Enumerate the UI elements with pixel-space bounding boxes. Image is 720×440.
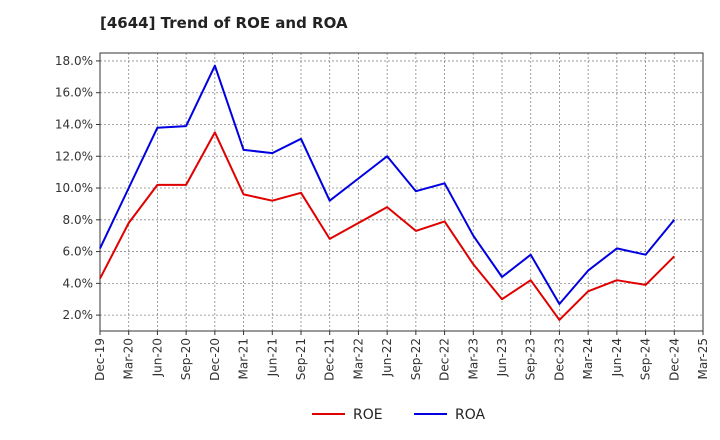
series-line-roe — [99, 131, 676, 321]
x-tick-label: Sep-20 — [179, 338, 193, 380]
legend-label-roe: ROE — [353, 407, 383, 423]
x-tick-label: Sep-22 — [409, 338, 423, 380]
y-tick-label: 18.0% — [55, 54, 93, 68]
y-tick-label: 8.0% — [63, 213, 94, 227]
x-tick-label: Jun-24 — [610, 338, 624, 377]
x-tick-label: Mar-23 — [466, 338, 480, 379]
x-tick-label: Mar-24 — [581, 338, 595, 379]
x-tick-label: Jun-20 — [150, 338, 164, 377]
y-tick-label: 6.0% — [63, 245, 94, 259]
y-tick-label: 12.0% — [55, 149, 93, 163]
x-tick-label: Dec-20 — [208, 338, 222, 381]
x-tick-label: Dec-22 — [438, 338, 452, 381]
x-tick-label: Jun-23 — [495, 338, 509, 377]
series-line-roa — [99, 64, 676, 305]
x-tick-label: Jun-22 — [380, 338, 394, 377]
y-tick-label: 2.0% — [63, 308, 94, 322]
x-tick-label: Mar-20 — [122, 338, 136, 379]
x-tick-label: Dec-23 — [552, 338, 566, 381]
x-tick-label: Dec-24 — [667, 338, 681, 381]
x-tick-label: Mar-22 — [351, 338, 365, 379]
plot-border — [99, 52, 704, 332]
x-tick-label: Sep-21 — [294, 338, 308, 380]
x-tick-label: Dec-21 — [323, 338, 337, 381]
x-tick-label: Sep-24 — [639, 338, 653, 380]
y-tick-label: 14.0% — [55, 117, 93, 131]
chart-title: [4644] Trend of ROE and ROA — [100, 14, 348, 32]
y-tick-label: 4.0% — [63, 276, 94, 290]
y-tick-label: 16.0% — [55, 86, 93, 100]
legend-label-roa: ROA — [455, 407, 486, 423]
x-tick-label: Mar-25 — [696, 338, 710, 379]
x-tick-label: Dec-19 — [93, 338, 107, 381]
x-tick-label: Mar-21 — [237, 338, 251, 379]
y-tick-label: 10.0% — [55, 181, 93, 195]
x-tick-label: Sep-23 — [524, 338, 538, 380]
x-tick-label: Jun-21 — [265, 338, 279, 377]
